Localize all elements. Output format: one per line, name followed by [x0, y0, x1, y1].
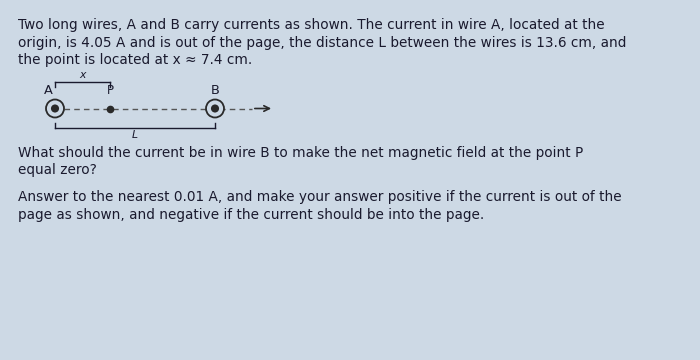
Text: x: x [79, 71, 85, 81]
Circle shape [51, 104, 59, 113]
Text: Answer to the nearest 0.01 A, and make your answer positive if the current is ou: Answer to the nearest 0.01 A, and make y… [18, 190, 622, 204]
Circle shape [206, 99, 224, 117]
Text: P: P [106, 84, 113, 96]
Circle shape [46, 99, 64, 117]
Text: B: B [211, 84, 219, 96]
Text: page as shown, and negative if the current should be into the page.: page as shown, and negative if the curre… [18, 208, 484, 222]
Circle shape [211, 104, 219, 113]
Text: origin, is 4.05 A and is out of the page, the distance L between the wires is 13: origin, is 4.05 A and is out of the page… [18, 36, 626, 49]
Text: the point is located at x ≈ 7.4 cm.: the point is located at x ≈ 7.4 cm. [18, 53, 252, 67]
Text: Two long wires, A and B carry currents as shown. The current in wire A, located : Two long wires, A and B carry currents a… [18, 18, 605, 32]
Text: A: A [44, 84, 53, 96]
Text: What should the current be in wire B to make the net magnetic field at the point: What should the current be in wire B to … [18, 145, 583, 159]
Text: equal zero?: equal zero? [18, 163, 97, 177]
Text: L: L [132, 130, 138, 139]
